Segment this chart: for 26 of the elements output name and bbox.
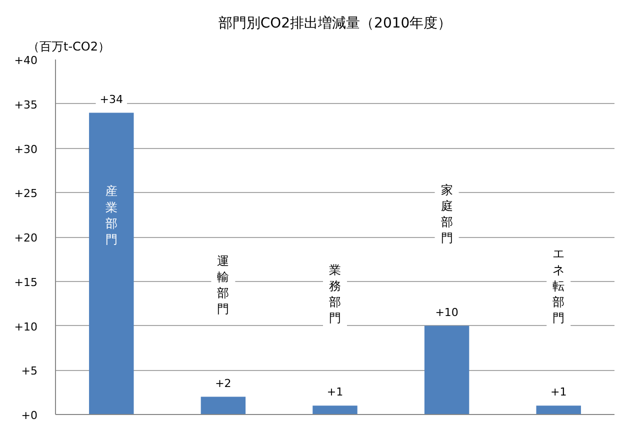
- data-label: +1: [550, 386, 567, 399]
- x-tick-label: 業務部門: [329, 262, 341, 326]
- y-tick-label: +0: [21, 409, 38, 422]
- data-label: +10: [435, 306, 458, 319]
- x-tick-label: 家庭部門: [440, 182, 453, 246]
- bar: [200, 396, 246, 414]
- y-tick-label: +35: [14, 98, 38, 112]
- bar: [89, 112, 134, 414]
- x-tick-label: エネ転部門: [552, 246, 565, 326]
- chart-title: 部門別CO2排出増減量（2010年度）: [218, 14, 452, 32]
- y-tick-label: +5: [21, 364, 38, 378]
- y-axis-title: （百万t-CO2）: [28, 40, 110, 54]
- bar: [312, 406, 358, 414]
- x-tick-label: 運輸部門: [217, 254, 230, 316]
- bar: [424, 326, 470, 414]
- y-tick-label: +10: [14, 320, 38, 334]
- data-label: +1: [326, 386, 344, 399]
- y-tick-label: +15: [14, 276, 38, 289]
- data-label: +2: [215, 376, 232, 390]
- x-tick-label: 産業部門: [105, 184, 118, 246]
- data-label: +34: [100, 92, 124, 106]
- bar: [536, 406, 581, 414]
- y-tick-label: +20: [14, 232, 38, 244]
- y-tick-label: +25: [14, 187, 38, 200]
- y-tick-label: +30: [14, 142, 38, 156]
- y-tick-label: +40: [14, 54, 38, 67]
